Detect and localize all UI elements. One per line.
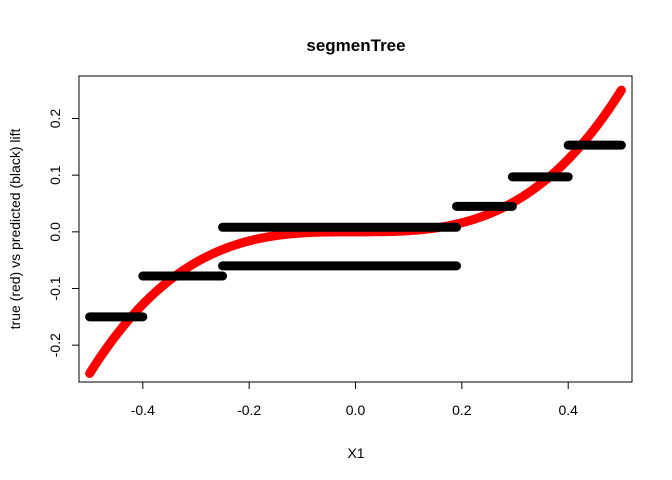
y-axis-label: true (red) vs predicted (black) lift (7, 129, 23, 330)
y-tick-label: -0.2 (47, 333, 63, 357)
y-axis: -0.2 -0.1 0.0 0.1 0.2 (47, 109, 79, 357)
x-tick-label: -0.2 (237, 402, 261, 418)
y-tick-label: -0.1 (47, 276, 63, 300)
chart-title: segmenTree (306, 36, 405, 55)
x-axis: -0.4 -0.2 0.0 0.2 0.4 (131, 382, 578, 418)
plot-area (85, 85, 626, 378)
y-tick-label: 0.2 (47, 109, 63, 129)
true-curve-line (85, 85, 626, 378)
x-tick-label: -0.4 (131, 402, 155, 418)
x-axis-label: X1 (347, 445, 364, 461)
x-tick-label: 0.2 (452, 402, 472, 418)
y-tick-label: 0.1 (47, 165, 63, 185)
x-tick-label: 0.4 (558, 402, 578, 418)
y-tick-label: 0.0 (47, 222, 63, 242)
x-tick-label: 0.0 (346, 402, 366, 418)
